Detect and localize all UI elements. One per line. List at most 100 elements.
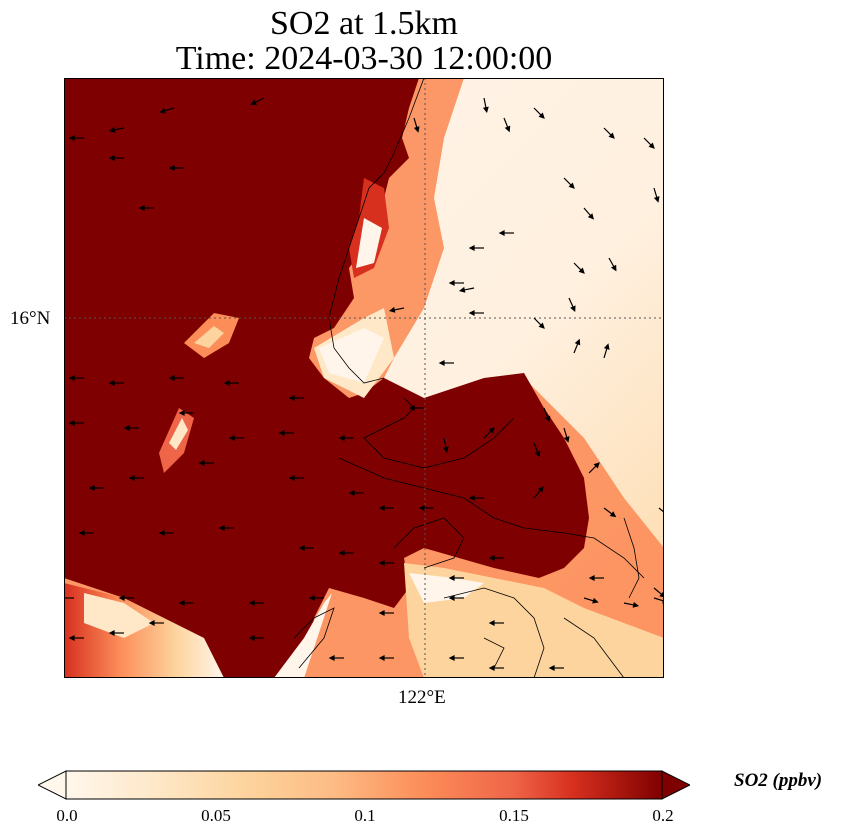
- wind-arrow-head: [468, 310, 475, 316]
- wind-arrow-head: [587, 213, 594, 220]
- wind-arrow-head: [128, 475, 135, 481]
- wind-arrow-shaft: [163, 107, 175, 112]
- wind-arrow-shaft: [533, 489, 542, 499]
- wind-arrow-head: [388, 306, 396, 313]
- colorbar-tick-label: 0.2: [652, 806, 674, 825]
- wind-arrow-head: [118, 595, 125, 601]
- wind-arrow-head: [218, 525, 225, 531]
- wind-arrow-head: [504, 125, 511, 133]
- wind-arrow-head: [537, 486, 544, 493]
- wind-arrow-head: [570, 305, 576, 313]
- colorbar-extend-high: [661, 770, 690, 800]
- wind-arrow-shaft: [583, 597, 595, 602]
- wind-arrow-head: [298, 545, 305, 551]
- wind-arrow-head: [178, 410, 185, 416]
- lat-tick-label: 16°N: [10, 308, 51, 329]
- map-title-line1: SO2 at 1.5km: [270, 5, 458, 42]
- wind-arrow-head: [448, 655, 455, 661]
- wind-arrow-head: [308, 595, 315, 601]
- so2-map-panel: [64, 78, 664, 678]
- wind-arrow-head: [68, 375, 75, 381]
- wind-arrow-head: [608, 132, 615, 139]
- wind-arrow-shaft: [568, 297, 575, 309]
- wind-arrow-head: [498, 230, 505, 236]
- wind-arrow-head: [378, 505, 385, 511]
- wind-arrow-head: [603, 343, 610, 350]
- wind-arrow-head: [442, 446, 449, 454]
- wind-arrow-shaft: [443, 437, 447, 449]
- wind-arrow-head: [488, 665, 495, 671]
- wind-arrow-shaft: [603, 347, 608, 359]
- wind-arrow-head: [538, 322, 545, 329]
- wind-arrow-head: [588, 575, 595, 581]
- wind-arrow-shaft: [483, 429, 493, 439]
- lon-tick-label: 122°E: [398, 687, 446, 708]
- wind-arrow-shaft: [583, 207, 592, 217]
- so2-southwest-field: [84, 593, 154, 638]
- wind-arrow-head: [68, 135, 75, 141]
- wind-arrow-shaft: [463, 287, 475, 291]
- so2-south-tongue: [409, 573, 484, 603]
- wind-arrow-head: [328, 655, 335, 661]
- wind-arrow-shaft: [253, 97, 265, 104]
- wind-arrow-head: [568, 182, 575, 189]
- wind-arrow-shaft: [113, 127, 125, 131]
- wind-arrow-head: [592, 597, 599, 604]
- wind-arrow-head: [544, 415, 551, 423]
- wind-arrow-head: [108, 155, 115, 161]
- wind-arrow-head: [482, 106, 489, 114]
- colorbar-tick-label: 0.05: [201, 806, 231, 825]
- so2-low-pocket: [169, 418, 188, 450]
- wind-arrow-shaft: [608, 257, 615, 268]
- wind-arrow-head: [68, 635, 75, 641]
- wind-arrow-head: [648, 142, 655, 149]
- so2-low-pocket: [194, 326, 224, 348]
- wind-arrow-head: [488, 427, 495, 434]
- wind-arrow-head: [288, 395, 295, 401]
- wind-arrow-head: [548, 665, 555, 671]
- wind-arrow-shaft: [413, 117, 418, 129]
- wind-arrow-head: [378, 610, 385, 616]
- wind-arrow-head: [408, 405, 415, 411]
- wind-arrow-head: [468, 495, 475, 501]
- wind-arrow-head: [578, 267, 585, 274]
- wind-arrow-head: [448, 595, 455, 601]
- wind-arrow-head: [168, 165, 175, 171]
- wind-arrow-head: [148, 620, 155, 626]
- wind-arrow-shaft: [503, 117, 509, 129]
- wind-arrow-shaft: [533, 442, 539, 454]
- wind-arrow-head: [538, 112, 545, 119]
- map-title-line2: Time: 2024-03-30 12:00:00: [175, 40, 553, 77]
- so2-low-pocket: [356, 218, 382, 268]
- colorbar-tick-label: 0.15: [499, 806, 529, 825]
- coastlines: [293, 78, 645, 678]
- wind-arrow-head: [178, 600, 185, 606]
- wind-arrow-shaft: [533, 107, 543, 117]
- colorbar-extend-low: [38, 770, 67, 800]
- wind-arrow-shaft: [603, 507, 614, 516]
- wind-arrow-head: [108, 380, 115, 386]
- colorbar: [38, 770, 690, 800]
- wind-arrow-head: [593, 462, 600, 469]
- wind-arrow-head: [574, 338, 581, 346]
- wind-arrow-head: [448, 575, 455, 581]
- wind-arrow-head: [168, 375, 175, 381]
- wind-arrow-head: [338, 435, 345, 441]
- wind-arrow-head: [413, 126, 420, 133]
- colorbar-label: SO2 (ppbv): [734, 770, 823, 791]
- wind-arrow-head: [488, 620, 495, 626]
- wind-arrow-head: [288, 475, 295, 481]
- wind-arrow-shaft: [588, 464, 598, 474]
- wind-arrow-head: [158, 530, 165, 536]
- wind-arrow-shaft: [393, 307, 405, 311]
- wind-arrow-shaft: [483, 97, 487, 109]
- wind-arrow-shaft: [653, 587, 663, 596]
- wind-arrow-head: [88, 485, 95, 491]
- wind-arrow-head: [563, 436, 570, 443]
- colorbar-tick-label: 0.1: [354, 806, 376, 825]
- colorbar-gradient: [65, 770, 663, 800]
- wind-arrow-head: [123, 425, 130, 431]
- wind-arrow-head: [108, 630, 115, 636]
- wind-arrow-head: [610, 264, 617, 272]
- wind-arrow-head: [78, 530, 85, 536]
